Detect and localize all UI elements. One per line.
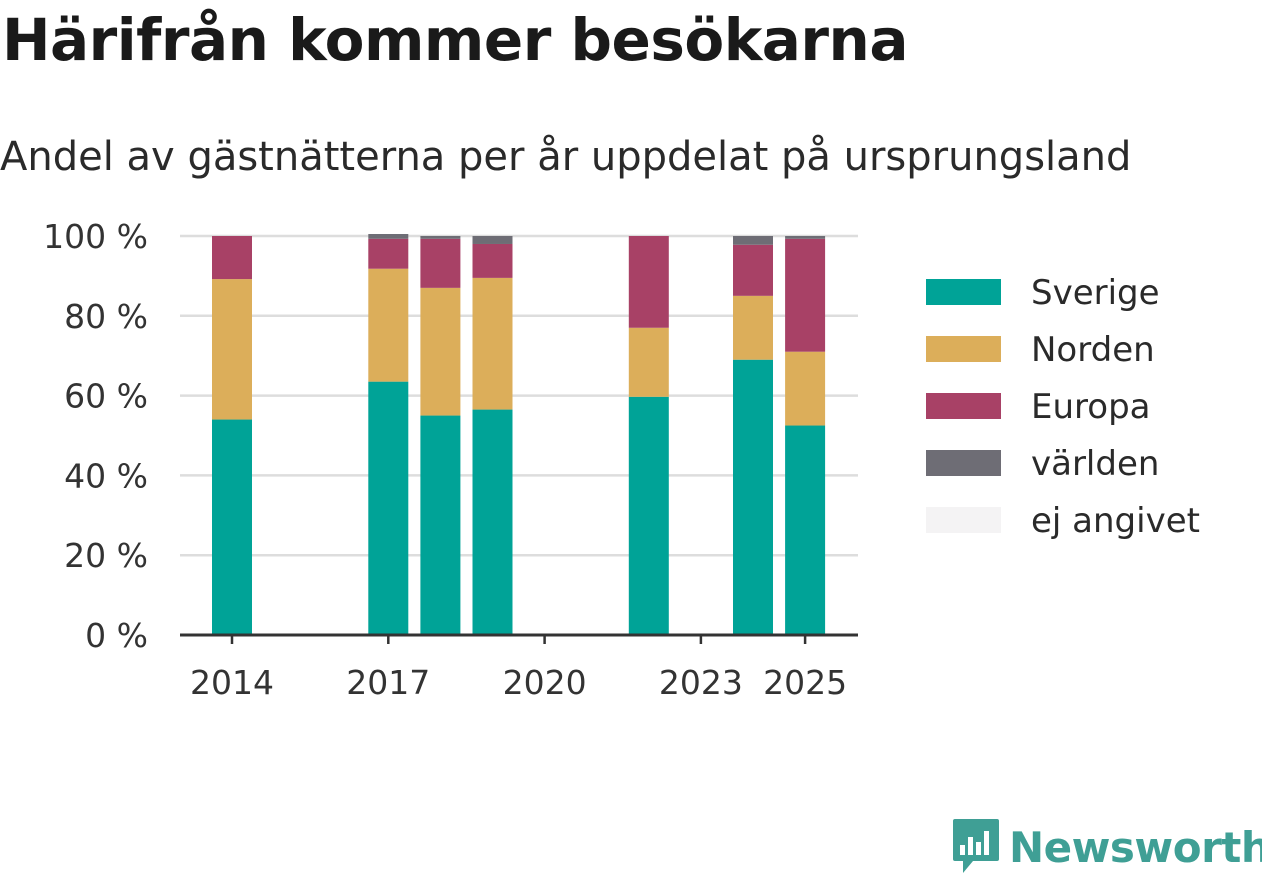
bar-segment: [368, 381, 409, 635]
x-tick-label: 2014: [190, 663, 274, 702]
legend-label: Sverige: [1031, 273, 1160, 313]
bar-segment: [420, 415, 461, 635]
bar-segment: [212, 236, 252, 280]
legend-swatch: [926, 336, 1001, 362]
y-tick-label: 20 %: [64, 536, 148, 575]
chart-subtitle: Andel av gästnätterna per år uppdelat på…: [0, 134, 1132, 180]
y-tick-label: 0 %: [85, 616, 148, 655]
legend-label: ej angivet: [1031, 501, 1200, 541]
legend-swatch: [926, 279, 1001, 305]
bar-segment: [733, 359, 773, 635]
y-tick-label: 60 %: [64, 377, 148, 416]
bar-segment: [212, 279, 252, 420]
x-tick-label: 2020: [503, 663, 587, 702]
bar-segment: [420, 287, 461, 416]
legend-swatch: [926, 450, 1001, 476]
bar-segment: [472, 236, 513, 244]
bars: [212, 234, 826, 635]
bar-segment: [733, 244, 773, 296]
legend: Sverige Norden Europa världen ej angivet: [926, 273, 1200, 541]
x-tick-label: 2023: [659, 663, 743, 702]
y-tick-label: 80 %: [64, 297, 148, 336]
chart-title: Härifrån kommer besökarna: [2, 6, 908, 74]
bar-segment: [472, 243, 513, 278]
y-tick-label: 40 %: [64, 456, 148, 495]
bar-segment: [733, 236, 773, 245]
bar-segment: [368, 238, 409, 269]
bar-segment: [472, 277, 513, 410]
y-tick-label: 100 %: [43, 217, 148, 256]
x-tick-label: 2017: [346, 663, 430, 702]
bar-segment: [420, 238, 461, 288]
bar-segment: [628, 327, 669, 397]
legend-label: Norden: [1031, 330, 1155, 370]
bar-segment: [733, 295, 773, 360]
axes: 0 % 20 % 40 % 60 % 80 % 100 % 2014 2017 2020 2023…: [43, 217, 858, 702]
bar-segment: [368, 268, 409, 382]
bar-segment: [785, 236, 826, 239]
bar-segment: [785, 238, 826, 352]
bar-segment: [368, 234, 409, 239]
newsworthy-logo-icon: [953, 819, 999, 873]
legend-swatch: [926, 507, 1001, 533]
bar-segment: [785, 425, 826, 635]
bar-segment: [420, 236, 461, 239]
legend-label: Europa: [1031, 387, 1150, 427]
bar-segment: [785, 351, 826, 426]
bar-segment: [472, 409, 513, 635]
newsworthy-logo: Newsworthy: [951, 817, 1262, 877]
bar-segment: [628, 236, 669, 328]
x-tick-label: 2025: [763, 663, 847, 702]
bar-segment: [628, 396, 669, 635]
legend-swatch: [926, 393, 1001, 419]
legend-label: världen: [1031, 444, 1159, 484]
brand-name: Newsworthy: [1009, 822, 1262, 872]
bar-segment: [212, 419, 252, 635]
